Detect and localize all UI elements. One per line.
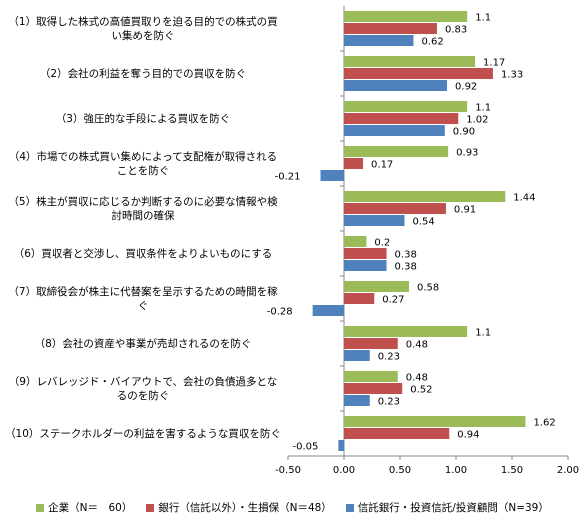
legend-item: 企業（N＝ 60） [36,500,132,515]
legend: 企業（N＝ 60） 銀行（信託以外）・生損保（N＝48） 信託銀行・投資信託/投資顧… [0,500,585,515]
bar [344,395,370,406]
bar [344,158,364,169]
value-label: 0.48 [406,340,428,351]
legend-label: 企業（N＝ 60） [48,502,133,514]
value-label: 0.38 [395,262,417,273]
value-label: 0.48 [406,373,428,384]
value-label: 0.83 [445,25,467,36]
value-label: 0.27 [382,295,404,306]
bar [344,203,446,214]
value-label: -0.21 [275,172,301,183]
x-tick-label: 2.00 [557,465,579,476]
value-label: 0.23 [378,352,400,363]
bar [312,305,344,316]
value-label: 1.1 [475,13,491,24]
bar [320,170,344,181]
value-label: -0.05 [293,442,319,453]
bar [344,371,398,382]
value-label: 0.52 [410,385,432,396]
bar [344,326,468,337]
bar [344,68,493,79]
bar [344,56,476,67]
value-label: 0.17 [371,160,393,171]
bar [344,80,448,91]
value-label: 0.38 [395,250,417,261]
legend-swatch [36,503,45,512]
value-label: 0.23 [378,397,400,408]
value-label: 1.44 [513,193,535,204]
category-label: （2）会社の利益を奪う目的での買収を防ぐ [39,67,247,80]
legend-swatch [345,503,354,512]
value-label: -0.28 [267,307,293,318]
value-label: 1.33 [501,70,523,81]
bar [344,23,437,34]
x-tick-label: 1.50 [501,465,523,476]
value-label: 0.62 [421,37,443,48]
x-tick-label: 0.50 [389,465,411,476]
category-label: （4）市場での株式買い集めによって支配権が取得されることを防ぐ [8,150,278,177]
bar [344,113,459,124]
legend-item: 銀行（信託以外）・生損保（N＝48） [146,500,332,515]
bar [344,350,370,361]
value-label: 0.58 [417,283,439,294]
value-label: 1.62 [533,418,555,429]
value-label: 0.94 [457,430,479,441]
category-label: （10）ステークホルダーの利益を害するような買収を防ぐ [5,427,281,440]
value-label: 0.91 [454,205,476,216]
category-label: （6）買収者と交渉し、買収条件をよりよいものにする [13,247,273,260]
bar [344,146,449,157]
category-label: （8）会社の資産や事業が売却されるのを防ぐ [34,337,252,350]
bar [344,215,405,226]
x-tick-label: 0.00 [333,465,355,476]
bar [344,338,398,349]
category-label: （5）株主が買収に応じるか判断するのに必要な情報や検討時間の確保 [8,195,278,222]
bar [344,260,387,271]
value-label: 0.93 [456,148,478,159]
bar [338,440,344,451]
value-label: 1.1 [475,328,491,339]
value-label: 1.17 [483,58,505,69]
legend-swatch [146,503,155,512]
bar [344,236,367,247]
category-label: （1）取得した株式の高値買取りを迫る目的での株式の買い集めを防ぐ [8,15,278,42]
bar [344,281,409,292]
bar [344,35,414,46]
x-tick-label: -0.50 [275,465,301,476]
category-label: （9）レバレッジド・バイアウトで、会社の負債過多となるのを防ぐ [8,375,278,402]
category-label: （7）取締役会が株主に代替案を呈示するための時間を稼ぐ [8,285,278,312]
value-label: 0.92 [455,82,477,93]
bar [344,293,375,304]
bar [344,383,403,394]
value-label: 1.1 [475,103,491,114]
legend-label: 信託銀行・投資信託/投資顧問（N=39） [357,502,549,514]
bar [344,248,387,259]
bar [344,416,526,427]
legend-item: 信託銀行・投資信託/投資顧問（N=39） [345,500,549,515]
category-label: （3）強圧的な手段による買収を防ぐ [55,112,231,125]
bar [344,428,450,439]
bar [344,125,445,136]
x-tick-label: 1.00 [445,465,467,476]
bar [344,101,468,112]
legend-label: 銀行（信託以外）・生損保（N＝48） [158,502,332,514]
value-label: 1.02 [466,115,488,126]
value-label: 0.54 [412,217,434,228]
bar [344,11,468,22]
bar [344,191,506,202]
value-label: 0.2 [374,238,390,249]
value-label: 0.90 [453,127,475,138]
